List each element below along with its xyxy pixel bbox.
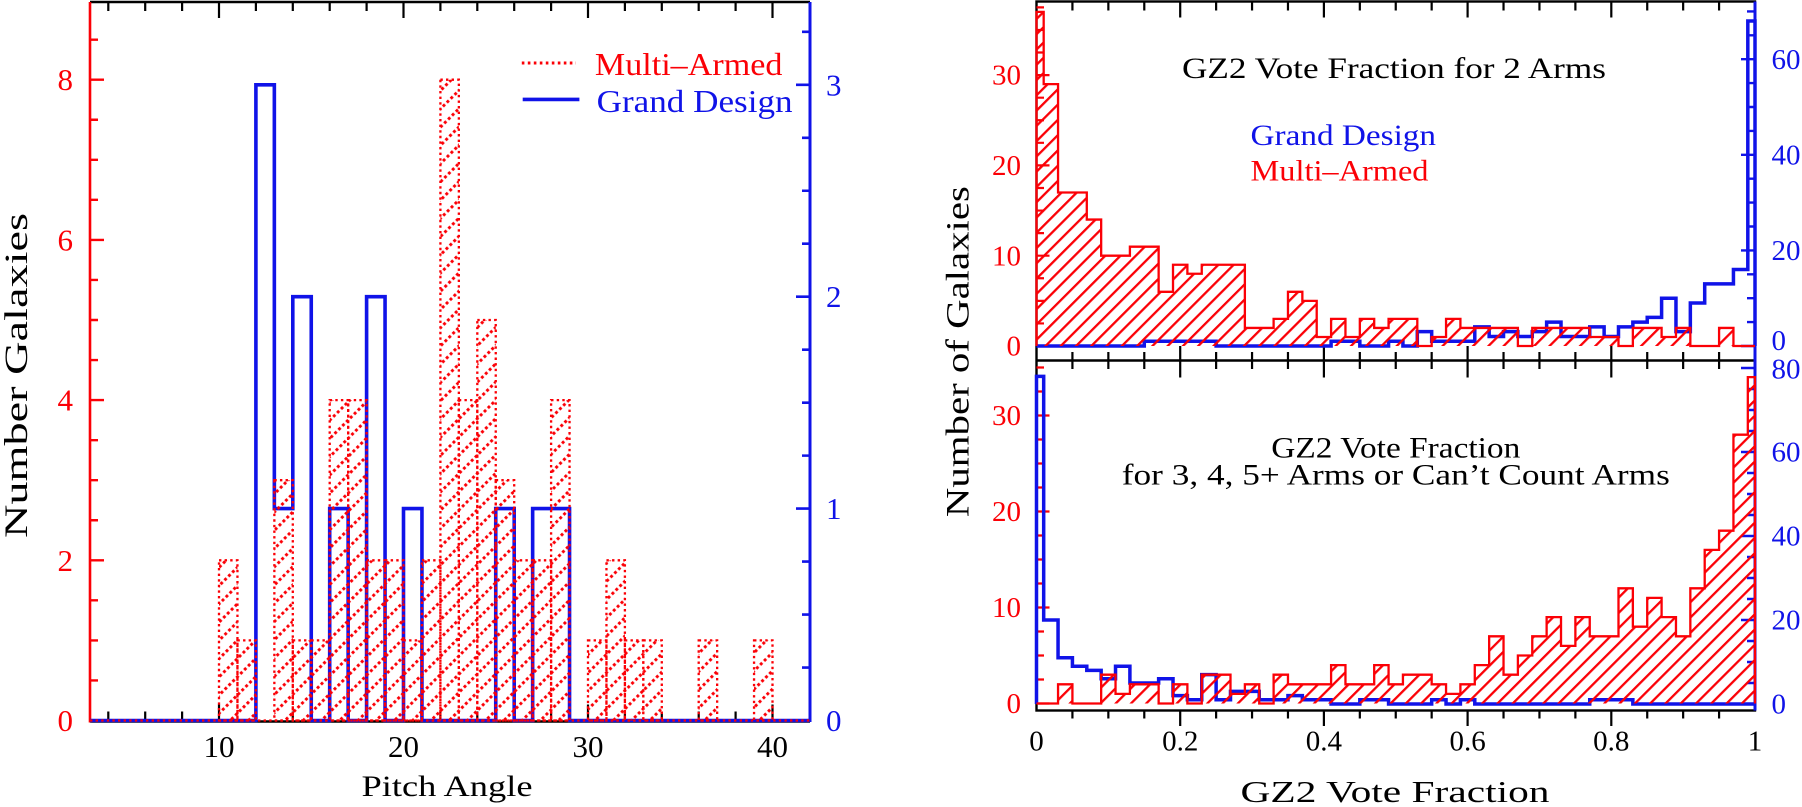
svg-text:0: 0 — [58, 703, 74, 738]
svg-text:20: 20 — [1772, 605, 1801, 637]
svg-text:0.6: 0.6 — [1449, 726, 1485, 758]
svg-text:2: 2 — [58, 543, 74, 578]
svg-text:Pitch Angle: Pitch Angle — [362, 770, 533, 803]
svg-text:0.2: 0.2 — [1162, 726, 1198, 758]
svg-text:0.8: 0.8 — [1593, 726, 1629, 758]
svg-text:30: 30 — [992, 60, 1021, 92]
svg-text:Multi–Armed: Multi–Armed — [1251, 154, 1429, 187]
svg-text:0.4: 0.4 — [1306, 726, 1343, 758]
svg-text:6: 6 — [58, 222, 74, 257]
svg-text:80: 80 — [1772, 354, 1801, 386]
svg-text:2: 2 — [826, 279, 842, 314]
svg-text:10: 10 — [204, 729, 235, 764]
svg-text:Number of Galaxies: Number of Galaxies — [941, 186, 977, 517]
svg-text:40: 40 — [757, 729, 788, 764]
svg-text:30: 30 — [992, 400, 1021, 432]
svg-text:0: 0 — [1029, 726, 1044, 758]
svg-text:8: 8 — [58, 62, 74, 97]
svg-text:4: 4 — [58, 383, 74, 418]
svg-text:1: 1 — [1748, 726, 1763, 758]
svg-text:0: 0 — [826, 703, 842, 738]
svg-text:20: 20 — [1772, 235, 1801, 267]
svg-text:0: 0 — [1772, 689, 1787, 721]
svg-text:GZ2 Vote Fraction: GZ2 Vote Fraction — [1271, 432, 1520, 465]
svg-text:3: 3 — [826, 67, 842, 102]
svg-text:20: 20 — [992, 496, 1021, 528]
svg-text:Grand Design: Grand Design — [1251, 119, 1437, 152]
svg-text:60: 60 — [1772, 437, 1801, 469]
svg-text:for 3, 4, 5+ Arms or Can’t Cou: for 3, 4, 5+ Arms or Can’t Count Arms — [1122, 459, 1670, 492]
svg-text:10: 10 — [992, 592, 1021, 624]
svg-text:GZ2 Vote Fraction for 2 Arms: GZ2 Vote Fraction for 2 Arms — [1182, 52, 1606, 85]
svg-text:40: 40 — [1772, 521, 1801, 553]
svg-text:Number Galaxies: Number Galaxies — [0, 213, 35, 538]
svg-text:Multi–Armed: Multi–Armed — [595, 46, 783, 82]
svg-text:10: 10 — [992, 240, 1021, 272]
svg-text:30: 30 — [573, 729, 604, 764]
svg-text:GZ2 Vote Fraction: GZ2 Vote Fraction — [1241, 774, 1551, 807]
svg-text:20: 20 — [992, 150, 1021, 182]
svg-text:40: 40 — [1772, 139, 1801, 171]
svg-text:1: 1 — [826, 491, 842, 526]
svg-text:20: 20 — [388, 729, 419, 764]
svg-text:Grand Design: Grand Design — [597, 83, 793, 119]
svg-text:0: 0 — [1772, 325, 1787, 357]
svg-text:60: 60 — [1772, 44, 1801, 76]
svg-text:0: 0 — [1007, 331, 1022, 363]
svg-text:0: 0 — [1007, 688, 1022, 720]
